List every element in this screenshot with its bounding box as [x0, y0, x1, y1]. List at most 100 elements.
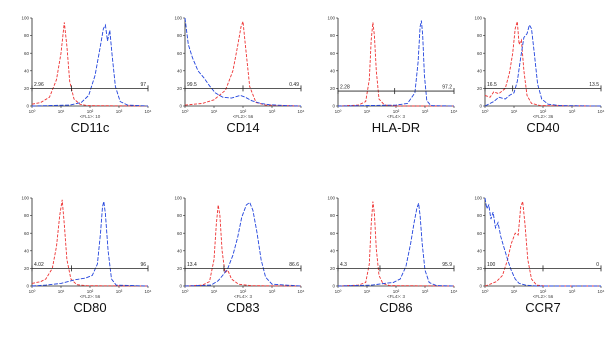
panel-label: CD80 [73, 300, 106, 315]
y-tick-label: 0 [179, 104, 182, 109]
y-tick-label: 20 [477, 266, 483, 271]
x-tick-label: 10¹ [364, 109, 371, 114]
isotype-curve [337, 201, 455, 287]
y-tick-label: 60 [477, 51, 483, 56]
x-tick-label: 10⁴ [451, 289, 458, 294]
histogram-panel-7: 0 20 40 60 80 100 10⁰ 10¹ 10² 10³ 10⁴ <FL4>: 3 4.3 95… [327, 196, 457, 315]
y-tick-label: 80 [477, 213, 483, 218]
y-tick-label: 40 [330, 68, 336, 73]
marker-curve [184, 17, 302, 107]
y-tick-label: 20 [177, 266, 183, 271]
y-tick-label: 100 [21, 196, 29, 201]
marker-curve [484, 23, 602, 107]
panel-label: CD14 [226, 120, 259, 135]
y-tick-label: 0 [479, 104, 482, 109]
histogram-panel-4: 0 20 40 60 80 100 10⁰ 10¹ 10² 10³ 10⁴ <FL2>: 36 16.5… [474, 16, 604, 135]
gate-left-value: 2.28 [340, 85, 350, 91]
marker-curve [31, 201, 149, 287]
x-tick-label: 10⁴ [298, 289, 305, 294]
x-tick-label: 10² [393, 109, 400, 114]
panel-label: CD83 [226, 300, 259, 315]
x-axis-title: <FL2>: 56 [533, 294, 554, 299]
gate-right-value: 97.2 [442, 85, 452, 91]
y-tick-label: 100 [474, 16, 482, 21]
x-tick-label: 10² [240, 289, 247, 294]
x-tick-label: 10⁰ [335, 109, 342, 114]
x-tick-label: 10³ [569, 109, 576, 114]
axis-lines [31, 198, 148, 287]
y-tick-label: 80 [330, 33, 336, 38]
histogram-panel-3: 0 20 40 60 80 100 10⁰ 10¹ 10² 10³ 10⁴ <FL4>: 3 2.28 9… [327, 16, 457, 135]
y-tick-label: 100 [174, 16, 182, 21]
y-tick-label: 100 [21, 16, 29, 21]
x-axis-title: <FL1>: 10 [80, 114, 101, 119]
x-tick-label: 10³ [422, 289, 429, 294]
gate-left-value: 4.3 [340, 262, 347, 268]
y-tick-label: 60 [477, 231, 483, 236]
x-tick-label: 10⁴ [598, 109, 605, 114]
x-tick-label: 10⁴ [298, 109, 305, 114]
y-tick-label: 40 [24, 68, 30, 73]
y-tick-label: 40 [477, 68, 483, 73]
histogram-panel-5: 0 20 40 60 80 100 10⁰ 10¹ 10² 10³ 10⁴ <FL2>: 56 4.02… [21, 196, 151, 315]
panel-label: CD86 [379, 300, 412, 315]
gate-left-value: 99.5 [187, 82, 197, 88]
isotype-curve [31, 199, 149, 287]
y-tick-label: 100 [474, 196, 482, 201]
y-tick-label: 40 [177, 248, 183, 253]
gate-left-value: 2.96 [34, 82, 44, 88]
marker-curve [31, 23, 149, 107]
isotype-curve [184, 21, 302, 107]
y-tick-label: 80 [330, 213, 336, 218]
axis-lines [31, 18, 148, 107]
y-tick-label: 80 [24, 213, 30, 218]
x-axis-title: <FL4>: 3 [387, 114, 406, 119]
panel-label: HLA-DR [372, 120, 420, 135]
axis-lines [184, 18, 301, 107]
y-tick-label: 80 [24, 33, 30, 38]
x-tick-label: 10² [87, 289, 94, 294]
x-tick-label: 10¹ [58, 109, 65, 114]
x-tick-label: 10² [540, 289, 547, 294]
x-tick-label: 10³ [269, 109, 276, 114]
x-axis-title: <FL4>: 3 [234, 294, 253, 299]
x-axis-title: <FL2>: 36 [533, 114, 554, 119]
y-tick-label: 0 [332, 284, 335, 289]
gate-right-value: 96 [140, 262, 146, 268]
y-tick-label: 0 [332, 104, 335, 109]
axis-lines [484, 18, 601, 107]
x-tick-label: 10⁴ [145, 289, 152, 294]
x-axis-title: <FL2>: 56 [233, 114, 254, 119]
y-tick-label: 40 [477, 248, 483, 253]
histogram-panel-6: 0 20 40 60 80 100 10⁰ 10¹ 10² 10³ 10⁴ <FL4>: 3 13.4 8… [174, 196, 304, 315]
y-tick-label: 20 [24, 86, 30, 91]
x-tick-label: 10⁰ [29, 109, 36, 114]
histogram-panel-1: 0 20 40 60 80 100 10⁰ 10¹ 10² 10³ 10⁴ <FL1>: 10 2.96… [21, 16, 151, 135]
x-tick-label: 10¹ [364, 289, 371, 294]
x-tick-label: 10⁰ [182, 289, 189, 294]
y-tick-label: 40 [24, 248, 30, 253]
panel-label: CD40 [526, 120, 559, 135]
x-tick-label: 10³ [269, 289, 276, 294]
x-tick-label: 10⁰ [29, 289, 36, 294]
isotype-curve [484, 21, 602, 107]
x-axis-title: <FL4>: 3 [387, 294, 406, 299]
x-tick-label: 10¹ [211, 109, 218, 114]
x-tick-label: 10³ [116, 289, 123, 294]
x-tick-label: 10⁰ [335, 289, 342, 294]
histogram-panel-2: 0 20 40 60 80 100 10⁰ 10¹ 10² 10³ 10⁴ <FL2>: 56 99.5… [174, 16, 304, 135]
x-tick-label: 10³ [116, 109, 123, 114]
x-tick-label: 10¹ [511, 289, 518, 294]
gate-right-value: 0.49 [289, 82, 299, 88]
x-tick-label: 10⁴ [598, 289, 605, 294]
gate-right-value: 97 [140, 82, 146, 88]
x-axis-title: <FL2>: 56 [80, 294, 101, 299]
axis-lines [184, 198, 301, 287]
y-tick-label: 100 [327, 196, 335, 201]
x-tick-label: 10⁰ [182, 109, 189, 114]
gate-right-value: 86.6 [289, 262, 299, 268]
x-tick-label: 10¹ [58, 289, 65, 294]
y-tick-label: 20 [177, 86, 183, 91]
x-tick-label: 10⁴ [451, 109, 458, 114]
y-tick-label: 60 [177, 231, 183, 236]
